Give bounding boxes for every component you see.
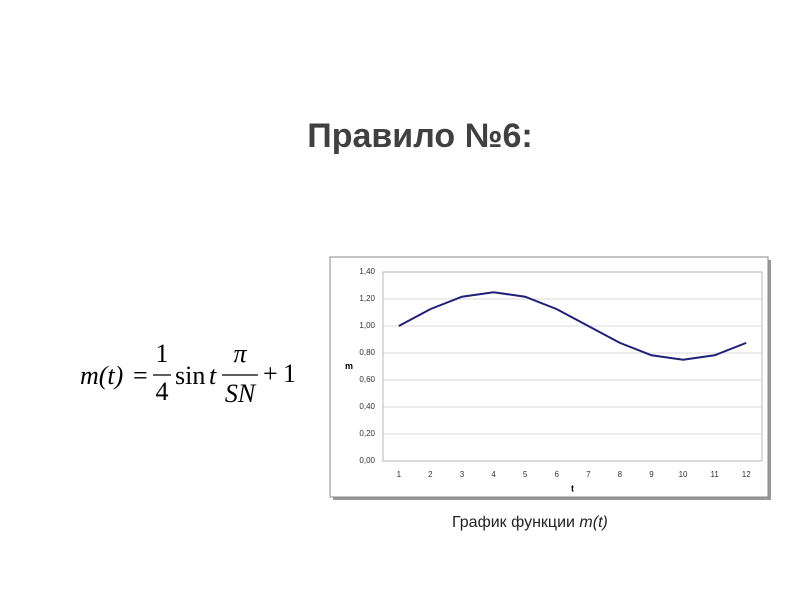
x-tick-label: 6: [554, 470, 559, 479]
formula-den2: SN: [225, 379, 257, 408]
formula: m(t) = 1 4 sin t π SN + 1: [80, 339, 296, 408]
chart-frame: [329, 256, 769, 498]
formula-arg: t: [209, 361, 217, 390]
x-tick-label: 5: [523, 470, 528, 479]
y-tick-label: 0,60: [359, 375, 375, 384]
formula-plus: +: [263, 359, 278, 388]
x-tick-label: 4: [491, 470, 496, 479]
caption-text: График функции: [452, 514, 575, 531]
x-tick-label: 12: [742, 470, 751, 479]
y-tick-label: 1,00: [359, 321, 375, 330]
x-tick-label: 2: [428, 470, 433, 479]
formula-eq: =: [133, 361, 148, 390]
x-tick-label: 7: [586, 470, 591, 479]
x-tick-label: 1: [397, 470, 402, 479]
x-tick-label: 10: [679, 470, 688, 479]
x-tick-label: 9: [649, 470, 654, 479]
y-tick-label: 1,40: [359, 267, 375, 276]
x-axis-label: t: [571, 483, 574, 493]
x-tick-label: 8: [618, 470, 623, 479]
y-axis-label: m: [345, 361, 353, 371]
x-tick-label: 11: [710, 470, 719, 479]
caption-func: m(t): [579, 514, 607, 531]
formula-den: 4: [156, 377, 169, 406]
formula-lhs: m(t): [80, 361, 123, 390]
formula-func: sin: [175, 361, 205, 390]
caption: График функции m(t): [452, 514, 608, 531]
formula-num2: π: [233, 339, 247, 368]
y-tick-label: 0,00: [359, 456, 375, 465]
y-tick-label: 0,80: [359, 348, 375, 357]
plot-area: [382, 271, 763, 462]
y-tick-label: 0,20: [359, 429, 375, 438]
y-tick-label: 0,40: [359, 402, 375, 411]
x-tick-label: 3: [460, 470, 465, 479]
slide-title: Правило №6:: [307, 117, 532, 155]
formula-one: 1: [283, 359, 296, 388]
formula-num: 1: [156, 339, 169, 368]
data-line: [398, 291, 747, 361]
y-tick-label: 1,20: [359, 294, 375, 303]
